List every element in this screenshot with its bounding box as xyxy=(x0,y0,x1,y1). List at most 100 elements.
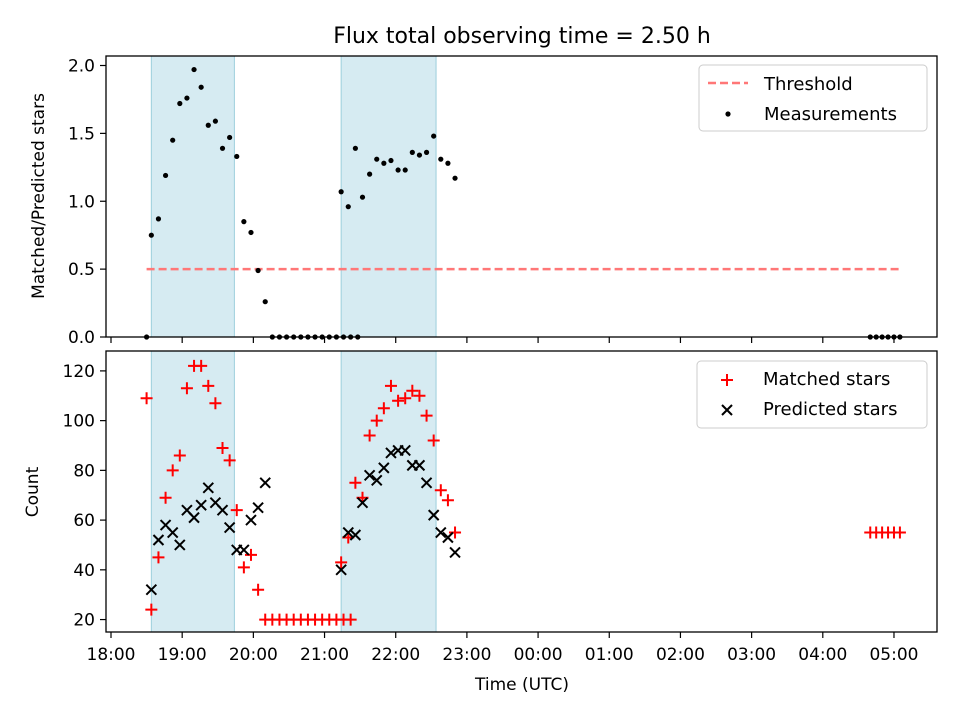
matched-stars-point xyxy=(441,494,454,507)
measurements-point xyxy=(305,334,311,340)
predicted-stars-point xyxy=(259,477,271,489)
x-tick-label: 04:00 xyxy=(798,645,847,665)
measurements-point xyxy=(162,172,169,179)
bottom-plot-frame xyxy=(105,350,938,633)
matched-stars-point xyxy=(145,603,158,616)
measurements-point xyxy=(177,100,183,107)
matched-stars-point xyxy=(893,526,906,539)
measurements-point xyxy=(191,66,197,73)
predicted-stars-point xyxy=(385,447,397,459)
matched-stars-point xyxy=(370,414,383,427)
predicted-stars-point xyxy=(145,584,158,596)
top-y-tick-label: 1.0 xyxy=(68,192,95,212)
measurements-point xyxy=(891,334,897,340)
measurements-point xyxy=(198,84,204,90)
predicted-stars-point xyxy=(371,474,383,487)
measurements-point xyxy=(255,267,261,274)
matched-stars-point xyxy=(209,397,222,410)
predicted-stars-point xyxy=(349,529,362,541)
measurements-point xyxy=(388,157,394,164)
bottom-y-tick-label: 60 xyxy=(73,511,95,531)
bottom-y-tick-label: 80 xyxy=(73,461,95,481)
top-shaded-interval xyxy=(340,55,437,338)
measurements-point xyxy=(355,334,361,340)
measurements-point xyxy=(367,171,373,177)
measurements-point xyxy=(885,334,891,340)
measurements-point xyxy=(416,152,423,158)
predicted-stars-point xyxy=(238,544,250,556)
matched-stars-point xyxy=(399,392,412,405)
legend-matched-label: Matched stars xyxy=(763,369,890,390)
bottom-legend-frame xyxy=(696,360,928,429)
bottom-y-tick-label: 40 xyxy=(73,561,95,581)
x-tick-label: 21:00 xyxy=(300,645,349,665)
predicted-stars-point xyxy=(223,521,236,534)
matched-stars-point xyxy=(413,389,426,402)
predicted-stars-point xyxy=(435,526,447,539)
x-tick-label: 02:00 xyxy=(656,645,705,665)
matched-stars-point xyxy=(230,504,243,517)
measurements-point xyxy=(374,156,380,162)
matched-stars-point xyxy=(223,454,236,467)
measurements-point xyxy=(326,334,332,340)
top-panel: 0.00.51.01.52.0 Matched/Predicted stars … xyxy=(29,55,938,348)
top-y-tick-label: 0.0 xyxy=(68,328,95,348)
matched-stars-point xyxy=(237,561,250,574)
measurements-point xyxy=(359,194,366,200)
measurements-point xyxy=(312,334,318,340)
matched-stars-point xyxy=(434,484,447,497)
measurements-point xyxy=(338,189,344,195)
matched-stars-point xyxy=(406,384,419,397)
matched-stars-point xyxy=(173,449,186,462)
matched-stars-point xyxy=(344,613,357,626)
bottom-shaded-interval xyxy=(150,350,235,633)
measurements-point xyxy=(143,334,150,340)
measurements-point xyxy=(452,175,458,181)
measurements-point xyxy=(291,334,297,340)
measurements-point xyxy=(248,229,254,236)
predicted-stars-point xyxy=(399,444,411,457)
legend-predicted-swatch xyxy=(721,404,733,416)
top-legend: Threshold Measurements xyxy=(698,64,928,132)
matched-stars-point xyxy=(152,551,165,564)
x-tick-label: 23:00 xyxy=(442,645,491,665)
predicted-stars-point xyxy=(195,499,207,511)
top-shaded-interval xyxy=(150,55,235,338)
legend-measurements-swatch xyxy=(725,111,731,117)
measurements-point xyxy=(867,334,873,340)
measurements-point xyxy=(241,219,247,225)
measurements-point xyxy=(431,133,437,139)
measurements-point xyxy=(333,334,340,340)
predicted-stars-point xyxy=(356,496,369,509)
predicted-stars-point xyxy=(442,531,454,544)
matched-stars-point xyxy=(377,402,390,415)
matched-stars-point xyxy=(166,464,179,477)
measurements-point xyxy=(879,334,885,340)
measurements-point xyxy=(219,145,226,151)
measurements-point xyxy=(381,160,387,166)
bottom-legend: Matched stars Predicted stars xyxy=(696,360,928,429)
measurements-point xyxy=(298,334,304,340)
predicted-stars-point xyxy=(245,514,257,526)
measurements-point xyxy=(234,153,240,160)
measurements-point xyxy=(148,232,154,238)
predicted-stars-point xyxy=(174,539,186,551)
bottom-panel: 20 40 60 80 100 120 18:00 19:00 20:00 21:00 22:00… xyxy=(23,350,938,695)
measurements-point xyxy=(170,137,176,143)
measurements-point xyxy=(262,299,268,305)
x-tick-label: 22:00 xyxy=(371,645,420,665)
matched-stars-point xyxy=(140,392,153,405)
measurements-point xyxy=(345,204,351,210)
x-tick-label: 03:00 xyxy=(727,645,776,665)
measurements-point xyxy=(319,334,325,340)
predicted-stars-point xyxy=(216,504,229,516)
legend-matched-swatch xyxy=(721,374,733,386)
predicted-stars-point xyxy=(420,477,433,489)
measurements-point xyxy=(402,167,408,173)
top-y-tick-label: 2.0 xyxy=(68,57,95,77)
top-y-tick-label: 1.5 xyxy=(68,124,95,144)
measurements-point xyxy=(283,334,290,340)
measurements-point xyxy=(897,334,903,340)
measurements-point xyxy=(352,145,358,151)
predicted-stars-point xyxy=(166,526,179,539)
